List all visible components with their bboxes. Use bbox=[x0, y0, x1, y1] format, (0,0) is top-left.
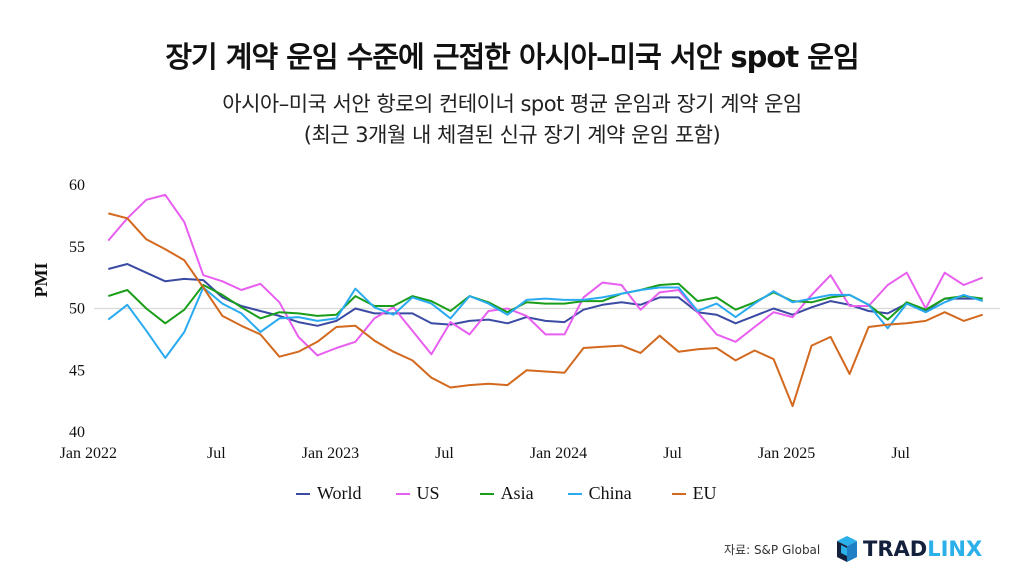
y-tick-label: 50 bbox=[69, 301, 85, 318]
x-tick-label: Jul bbox=[207, 445, 226, 462]
legend-label-world: World bbox=[317, 483, 362, 503]
cube-logo-icon bbox=[837, 536, 857, 562]
y-tick-label: 60 bbox=[69, 177, 85, 194]
series-line-eu bbox=[108, 212, 984, 408]
legend-label-us: US bbox=[416, 483, 440, 503]
logo-text-linx: LINX bbox=[927, 537, 983, 561]
x-tick-label: Jan 2024 bbox=[530, 445, 587, 462]
x-tick-label: Jan 2022 bbox=[60, 445, 117, 462]
series-line-us bbox=[107, 193, 984, 357]
x-tick-label: Jan 2023 bbox=[302, 445, 359, 462]
legend-label-china: China bbox=[588, 483, 632, 503]
series-line-asia bbox=[107, 282, 983, 325]
y-tick-label: 40 bbox=[69, 424, 85, 441]
legend-item-china[interactable]: China bbox=[567, 483, 632, 504]
legend-item-us[interactable]: US bbox=[395, 483, 440, 504]
x-tick-label: Jul bbox=[891, 445, 910, 462]
series-line-china bbox=[107, 286, 984, 359]
logo-text-trad: TRAD bbox=[863, 537, 928, 561]
legend-item-eu[interactable]: EU bbox=[671, 483, 717, 504]
series-lines bbox=[107, 193, 984, 408]
y-tick-label: 55 bbox=[69, 239, 85, 256]
legend-label-asia: Asia bbox=[500, 483, 534, 503]
x-axis-ticks: Jan 2022 Jul Jan 2023 Jul Jan 2024 Jul Jan 202… bbox=[60, 445, 911, 462]
x-tick-label: Jul bbox=[663, 445, 682, 462]
legend-swatch-eu bbox=[671, 492, 686, 495]
legend: World US Asia China EU bbox=[296, 483, 751, 504]
chart-subtitle-line2: (최근 3개월 내 체결된 신규 장기 계약 운임 포함) bbox=[303, 123, 721, 147]
legend-swatch-us bbox=[395, 492, 410, 495]
y-axis-ticks: 40 45 50 55 60 bbox=[69, 177, 85, 441]
tradlinx-logo: TRADLINX bbox=[835, 536, 982, 562]
legend-swatch-asia bbox=[479, 492, 494, 495]
x-tick-label: Jul bbox=[435, 445, 454, 462]
chart-subtitle-line1: 아시아–미국 서안 항로의 컨테이너 spot 평균 운임과 장기 계약 운임 bbox=[222, 92, 802, 116]
source-note: 자료: S&P Global bbox=[724, 543, 821, 557]
chart-title: 장기 계약 운임 수준에 근접한 아시아–미국 서안 spot 운임 bbox=[165, 40, 859, 74]
legend-item-asia[interactable]: Asia bbox=[479, 483, 534, 504]
y-axis-label: PMI bbox=[31, 263, 51, 298]
legend-swatch-china bbox=[567, 492, 582, 495]
legend-swatch-world bbox=[296, 492, 310, 495]
legend-item-world[interactable]: World bbox=[296, 483, 362, 504]
x-tick-label: Jan 2025 bbox=[758, 445, 815, 462]
y-tick-label: 45 bbox=[69, 362, 85, 379]
legend-label-eu: EU bbox=[692, 483, 717, 503]
series-line-world bbox=[108, 263, 983, 327]
